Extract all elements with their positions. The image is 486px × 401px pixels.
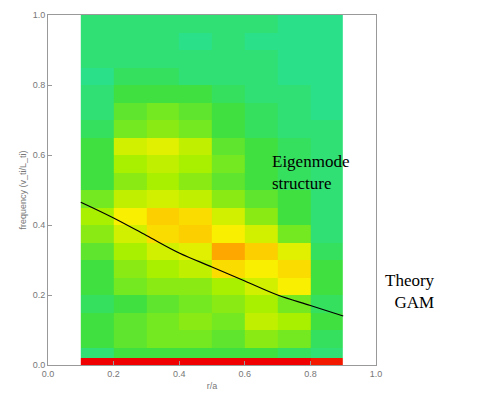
- svg-text:0.4: 0.4: [173, 369, 186, 379]
- svg-text:0.2: 0.2: [107, 369, 120, 379]
- svg-text:0.6: 0.6: [33, 150, 46, 160]
- svg-text:1.0: 1.0: [33, 10, 46, 20]
- svg-text:0.6: 0.6: [239, 369, 252, 379]
- svg-text:r/a: r/a: [207, 381, 218, 391]
- svg-text:0.0: 0.0: [33, 360, 46, 370]
- svg-text:0.8: 0.8: [33, 80, 46, 90]
- svg-text:frequency (v_ti/L_ti): frequency (v_ti/L_ti): [18, 150, 28, 229]
- svg-text:0.0: 0.0: [42, 369, 55, 379]
- svg-text:0.2: 0.2: [33, 290, 46, 300]
- svg-text:0.8: 0.8: [304, 369, 317, 379]
- svg-text:Eigenmodestructure: Eigenmodestructure: [272, 152, 349, 193]
- svg-text:1.0: 1.0: [370, 369, 383, 379]
- svg-text:TheoryGAM: TheoryGAM: [385, 271, 435, 312]
- svg-text:0.4: 0.4: [33, 220, 46, 230]
